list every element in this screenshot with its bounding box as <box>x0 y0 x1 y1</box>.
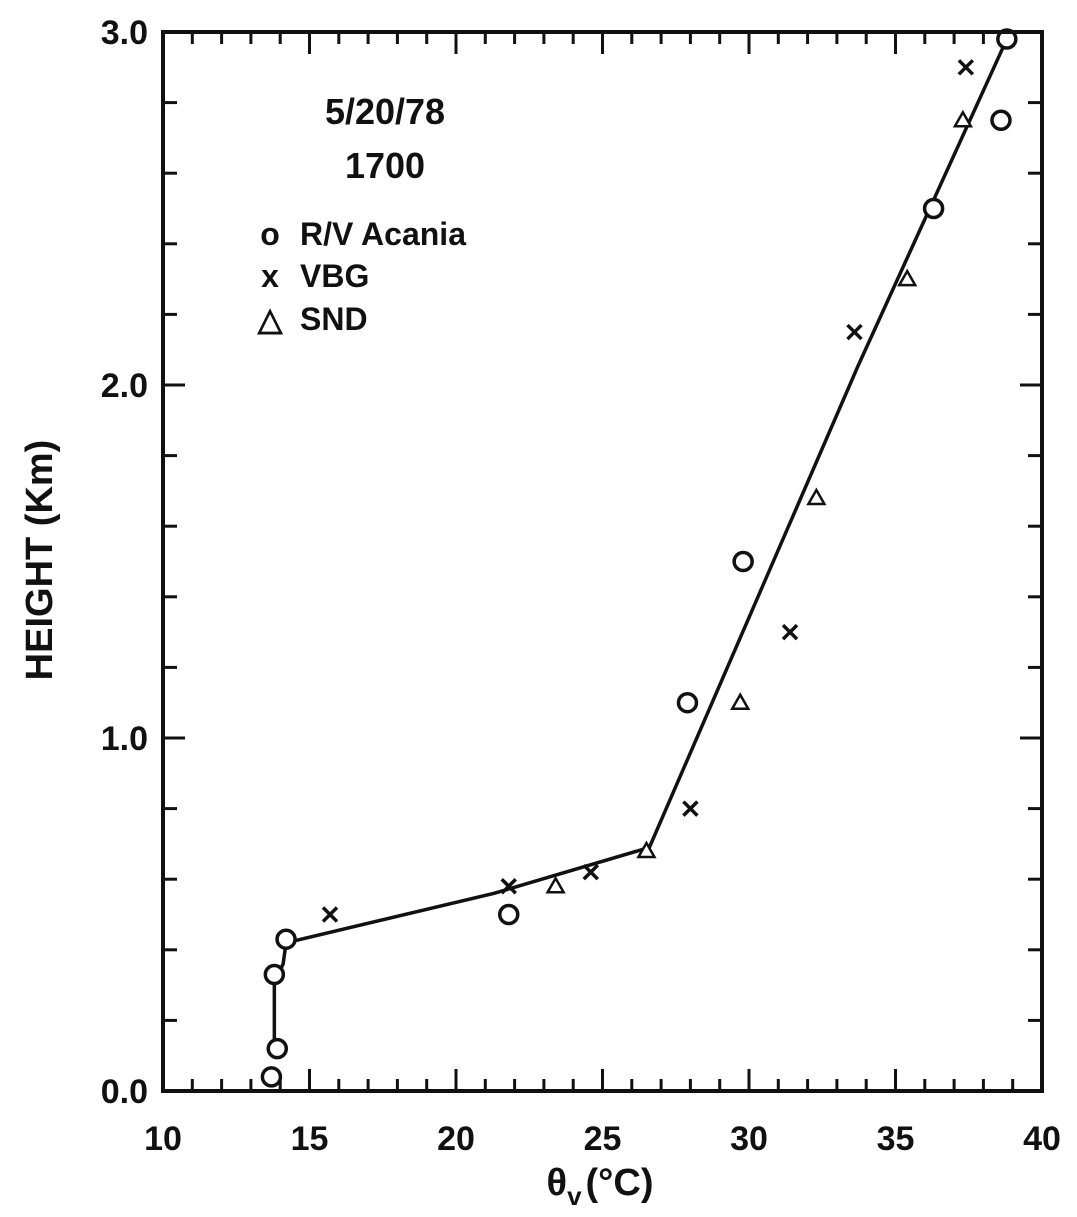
x-tick-label: 35 <box>877 1120 915 1158</box>
data-points <box>260 28 1018 1088</box>
y-tick-label: 3.0 <box>101 14 148 52</box>
x-tick-label: 40 <box>1023 1120 1061 1158</box>
plot-area-frame <box>161 30 1044 1093</box>
point-acania <box>676 691 699 714</box>
fit-line <box>272 38 1009 1049</box>
point-acania <box>990 109 1012 131</box>
point-snd <box>952 109 974 128</box>
point-snd <box>897 268 918 287</box>
legend: o R/V Acania x VBG △ SND <box>257 216 466 337</box>
legend-glyph-x: x <box>261 258 279 294</box>
x-axis-title-subscript: v <box>567 1181 582 1211</box>
point-vbg <box>957 59 975 76</box>
point-vbg <box>582 863 600 881</box>
point-snd <box>545 875 566 894</box>
y-tick-label: 0.0 <box>101 1073 148 1111</box>
legend-label-snd: SND <box>300 301 368 337</box>
point-vbg <box>781 623 799 641</box>
point-acania <box>260 1066 283 1088</box>
x-axis-title-symbol: θ <box>547 1162 568 1204</box>
x-tick-label: 10 <box>144 1120 182 1158</box>
legend-label-vbg: VBG <box>300 258 369 294</box>
point-acania <box>266 1037 289 1060</box>
point-vbg <box>500 878 517 895</box>
x-axis-title: θv (°C) <box>547 1162 654 1211</box>
y-tick-label: 2.0 <box>101 367 148 405</box>
tick-labels: 10 15 20 25 30 35 40 0.0 1.0 2.0 3.0 <box>101 14 1061 1158</box>
point-acania <box>732 550 754 573</box>
y-axis-title: HEIGHT (Km) <box>19 440 61 681</box>
point-vbg <box>846 323 863 341</box>
point-acania <box>497 903 520 926</box>
annotation-date: 5/20/78 <box>325 91 445 132</box>
x-tick-label: 25 <box>584 1120 622 1158</box>
point-snd <box>806 487 827 506</box>
point-vbg <box>321 906 339 923</box>
x-tick-label: 20 <box>437 1120 475 1158</box>
legend-label-acania: R/V Acania <box>300 216 466 252</box>
axis-ticks <box>161 30 1044 1093</box>
y-tick-label: 1.0 <box>101 720 148 758</box>
legend-glyph-circle: o <box>260 216 280 252</box>
point-acania <box>263 963 286 986</box>
annotation-time: 1700 <box>345 145 425 186</box>
x-tick-label: 15 <box>291 1120 329 1158</box>
x-axis-title-unit: (°C) <box>586 1162 654 1204</box>
point-snd <box>636 840 657 859</box>
point-acania <box>275 928 297 950</box>
point-acania <box>922 197 945 220</box>
x-tick-label: 30 <box>730 1120 768 1158</box>
point-snd <box>730 692 751 710</box>
fit-line-path <box>272 38 1009 1049</box>
legend-glyph-triangle: △ <box>257 301 284 337</box>
point-vbg <box>682 800 699 817</box>
